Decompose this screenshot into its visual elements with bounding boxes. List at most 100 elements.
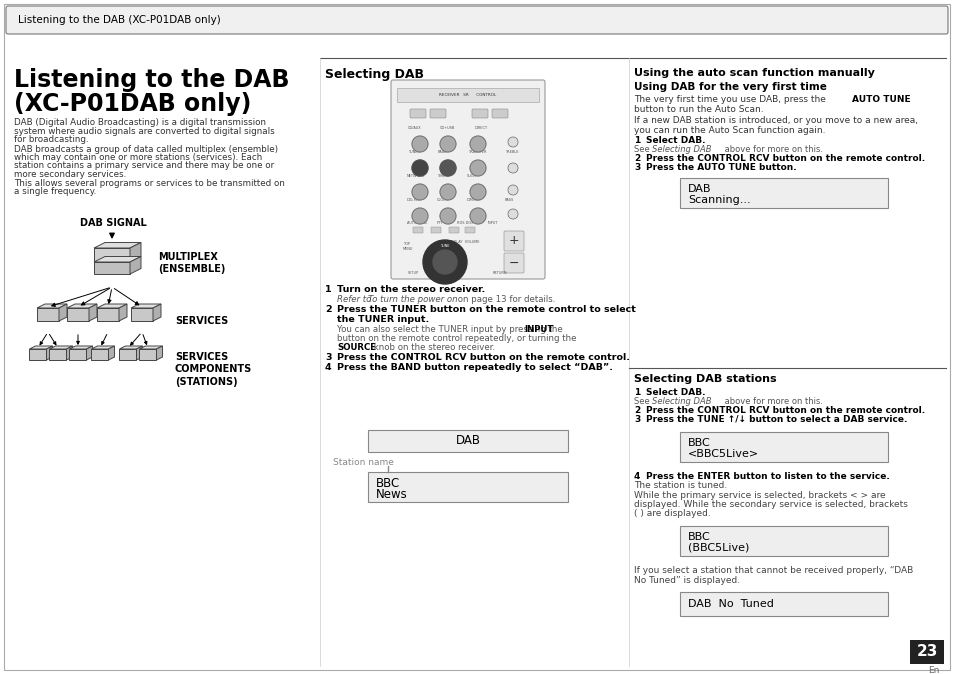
FancyBboxPatch shape	[430, 109, 446, 118]
Circle shape	[412, 184, 428, 200]
Text: INPUT: INPUT	[488, 221, 497, 225]
Text: station contains a primary service and there may be one or: station contains a primary service and t…	[14, 162, 274, 171]
Polygon shape	[97, 304, 127, 308]
Polygon shape	[47, 346, 52, 360]
Polygon shape	[119, 304, 127, 321]
Text: −: −	[508, 257, 518, 270]
Polygon shape	[130, 243, 141, 262]
Text: Press the AUTO TUNE button.: Press the AUTO TUNE button.	[645, 163, 796, 172]
FancyBboxPatch shape	[391, 80, 544, 279]
Text: +: +	[508, 235, 518, 247]
Text: Listening to the DAB: Listening to the DAB	[14, 68, 289, 92]
Text: BBC: BBC	[687, 532, 710, 542]
Text: Press the BAND button repeatedly to select “DAB”.: Press the BAND button repeatedly to sele…	[336, 363, 613, 372]
Polygon shape	[152, 304, 161, 321]
Polygon shape	[131, 304, 161, 308]
Circle shape	[470, 136, 485, 152]
Polygon shape	[97, 308, 119, 321]
Text: Listening to the DAB (XC-P01DAB only): Listening to the DAB (XC-P01DAB only)	[18, 15, 220, 25]
Circle shape	[439, 136, 456, 152]
Text: Using the auto scan function manually: Using the auto scan function manually	[634, 68, 874, 78]
Text: Press the TUNE ↑/↓ button to select a DAB service.: Press the TUNE ↑/↓ button to select a DA…	[645, 415, 906, 424]
Text: 3: 3	[634, 415, 639, 424]
Polygon shape	[89, 304, 97, 321]
Polygon shape	[139, 346, 162, 349]
Text: BASS: BASS	[504, 198, 514, 202]
FancyBboxPatch shape	[396, 88, 538, 102]
Text: The station is tuned.: The station is tuned.	[634, 481, 726, 490]
Text: AUTO TUNE: AUTO TUNE	[407, 221, 427, 225]
Text: 1: 1	[634, 388, 639, 397]
Text: DAB broadcasts a group of data called multiplex (ensemble): DAB broadcasts a group of data called mu…	[14, 144, 278, 154]
Text: DIRECT: DIRECT	[475, 126, 488, 130]
Text: Selecting DAB: Selecting DAB	[651, 145, 711, 154]
Text: DAB  No  Tuned: DAB No Tuned	[687, 599, 773, 609]
Text: 4: 4	[325, 363, 332, 372]
Text: 2: 2	[634, 406, 639, 415]
Polygon shape	[50, 349, 67, 360]
Polygon shape	[156, 346, 162, 360]
Text: 1: 1	[325, 285, 332, 294]
FancyBboxPatch shape	[368, 472, 567, 502]
Polygon shape	[91, 346, 114, 349]
Polygon shape	[94, 243, 141, 248]
Text: This allows several programs or services to be transmitted on: This allows several programs or services…	[14, 179, 285, 187]
Text: While the primary service is selected, brackets < > are: While the primary service is selected, b…	[634, 491, 884, 500]
Circle shape	[470, 208, 485, 224]
Polygon shape	[94, 248, 130, 262]
Text: SLEEP: SLEEP	[467, 174, 477, 178]
Text: DIG.M/Z: DIG.M/Z	[407, 198, 420, 202]
Polygon shape	[94, 262, 130, 274]
FancyBboxPatch shape	[464, 227, 475, 233]
Text: above for more on this.: above for more on this.	[721, 145, 822, 154]
FancyBboxPatch shape	[679, 592, 887, 616]
Circle shape	[433, 250, 456, 274]
Text: RDS DISP: RDS DISP	[456, 221, 474, 225]
Text: Press the CONTROL RCV button on the remote control.: Press the CONTROL RCV button on the remo…	[336, 353, 629, 362]
Text: PTY: PTY	[436, 221, 443, 225]
FancyBboxPatch shape	[679, 526, 887, 556]
Polygon shape	[59, 304, 67, 321]
Text: DISPLAY  VOLUME: DISPLAY VOLUME	[448, 240, 479, 244]
Text: Press the CONTROL RCV button on the remote control.: Press the CONTROL RCV button on the remo…	[645, 406, 924, 415]
Text: TIMER: TIMER	[436, 174, 447, 178]
Text: the TUNER input.: the TUNER input.	[336, 315, 429, 324]
Text: CD/AUX: CD/AUX	[408, 126, 421, 130]
Text: Selecting DAB: Selecting DAB	[325, 68, 423, 81]
FancyBboxPatch shape	[413, 227, 422, 233]
FancyBboxPatch shape	[909, 640, 943, 664]
Text: BBC: BBC	[687, 438, 710, 448]
Text: MULTIPLEX
(ENSEMBLE): MULTIPLEX (ENSEMBLE)	[158, 252, 225, 274]
Polygon shape	[70, 349, 87, 360]
Text: (BBC5Live): (BBC5Live)	[687, 543, 749, 553]
FancyBboxPatch shape	[449, 227, 458, 233]
Text: Press the TUNER button on the remote control to select: Press the TUNER button on the remote con…	[336, 305, 636, 314]
Text: RETURN: RETURN	[493, 271, 507, 275]
Text: If you select a station that cannot be received properly, “DAB: If you select a station that cannot be r…	[634, 566, 912, 575]
Circle shape	[470, 184, 485, 200]
Circle shape	[507, 137, 517, 147]
Text: DIMMER: DIMMER	[467, 198, 481, 202]
Text: Selecting DAB stations: Selecting DAB stations	[634, 374, 776, 384]
Text: (XC-P01DAB only): (XC-P01DAB only)	[14, 92, 251, 116]
Text: News: News	[375, 488, 407, 501]
Text: ( ) are displayed.: ( ) are displayed.	[634, 509, 710, 518]
Text: Scanning...: Scanning...	[687, 195, 750, 205]
FancyBboxPatch shape	[492, 109, 507, 118]
Text: En: En	[927, 666, 939, 674]
Polygon shape	[131, 308, 152, 321]
Text: knob on the stereo receiver.: knob on the stereo receiver.	[371, 343, 495, 352]
Text: CD+USB: CD+USB	[439, 126, 455, 130]
Text: TRANSFER: TRANSFER	[468, 150, 486, 154]
Text: button on the remote control repeatedly, or turning the: button on the remote control repeatedly,…	[336, 334, 576, 343]
Polygon shape	[67, 308, 89, 321]
Circle shape	[507, 163, 517, 173]
Text: Press the ENTER button to listen to the service.: Press the ENTER button to listen to the …	[645, 472, 889, 481]
Circle shape	[507, 185, 517, 195]
Polygon shape	[50, 346, 72, 349]
Text: To turn the power on: To turn the power on	[368, 295, 457, 304]
Text: SERVICES
COMPONENTS
(STATIONS): SERVICES COMPONENTS (STATIONS)	[174, 352, 252, 387]
Polygon shape	[119, 346, 142, 349]
Text: BBC: BBC	[375, 477, 400, 490]
Text: a single frequency.: a single frequency.	[14, 187, 96, 196]
